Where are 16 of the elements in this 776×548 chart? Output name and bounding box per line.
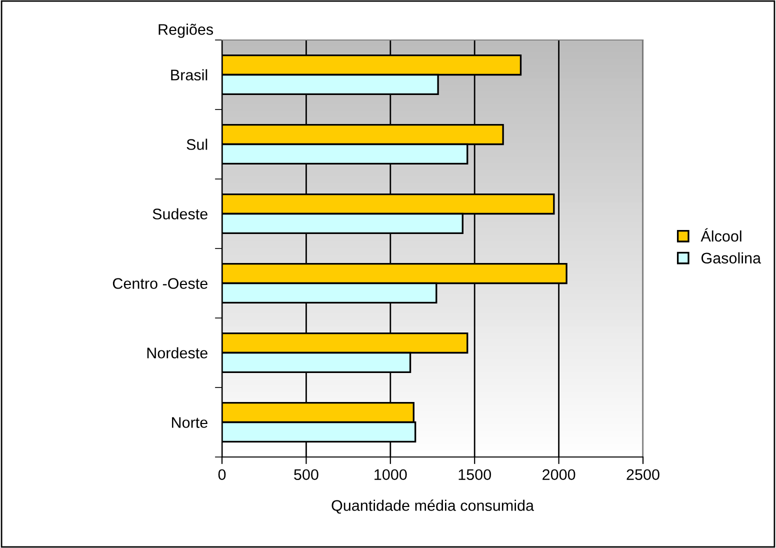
x-tick-label: 0 <box>218 469 226 480</box>
y-tick-label: Nordeste <box>147 347 208 358</box>
x-tick-label: 2500 <box>626 469 660 480</box>
y-tick-label: Sudeste <box>152 208 208 220</box>
y-tick-label: Sul <box>186 138 208 150</box>
y-tick-label: Centro -Oeste <box>112 278 208 289</box>
x-tick-label: 500 <box>294 469 318 480</box>
y-tick-label: Norte <box>172 417 208 428</box>
x-axis-title: Quantidade média consumida <box>332 500 534 514</box>
x-tick-label: 1000 <box>374 469 407 480</box>
legend-label: Álcool <box>700 228 742 242</box>
legend-label: Gasolina <box>701 252 762 264</box>
x-tick-label: 1500 <box>458 469 491 480</box>
y-axis-title: Regiões <box>158 24 214 38</box>
x-tick-label: 2000 <box>542 469 576 480</box>
y-tick-label: Brasil <box>171 69 208 80</box>
